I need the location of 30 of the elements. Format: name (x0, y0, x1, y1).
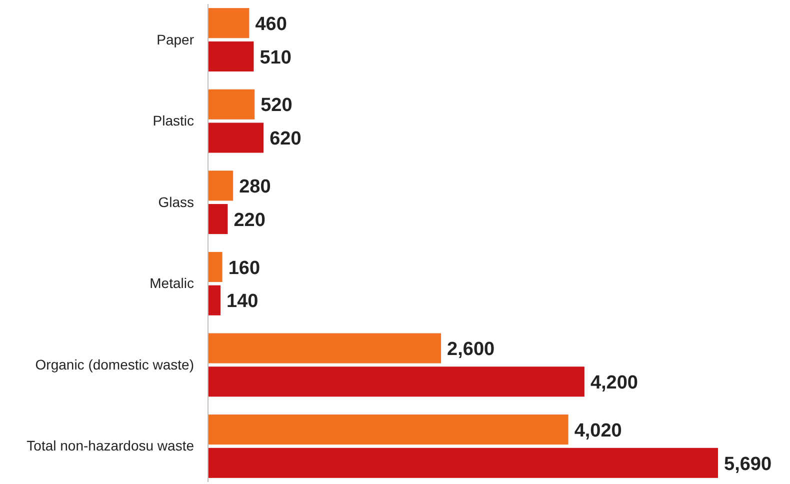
bar (208, 366, 584, 397)
bar (208, 8, 250, 38)
bar (208, 285, 221, 316)
bar (208, 89, 255, 120)
y-tick-label: Plastic (152, 112, 194, 129)
bar (208, 414, 568, 445)
data-label: 460 (255, 14, 287, 35)
bar (208, 333, 442, 364)
data-label: 280 (239, 176, 271, 198)
data-label: 160 (228, 258, 260, 279)
y-tick-label: Metalic (150, 275, 194, 292)
bar (208, 204, 228, 234)
data-label: 4,020 (574, 420, 622, 442)
bar (208, 252, 222, 282)
y-tick-label: Organic (domestic waste) (35, 356, 194, 372)
bar (208, 170, 234, 201)
data-label: 2,600 (447, 339, 495, 360)
data-label: 4,200 (590, 372, 638, 394)
bar (208, 122, 264, 153)
bar (208, 41, 254, 72)
data-label: 520 (260, 95, 292, 116)
bar (208, 448, 718, 478)
y-tick-label: Glass (158, 194, 194, 210)
data-label: 620 (270, 128, 302, 150)
y-tick-label: Paper (156, 31, 194, 48)
y-tick-label: Total non-hazardosu waste (26, 438, 194, 454)
data-label: 510 (260, 47, 292, 68)
data-label: 220 (234, 210, 266, 231)
data-label: 140 (226, 291, 258, 312)
data-label: 5,690 (724, 454, 772, 475)
